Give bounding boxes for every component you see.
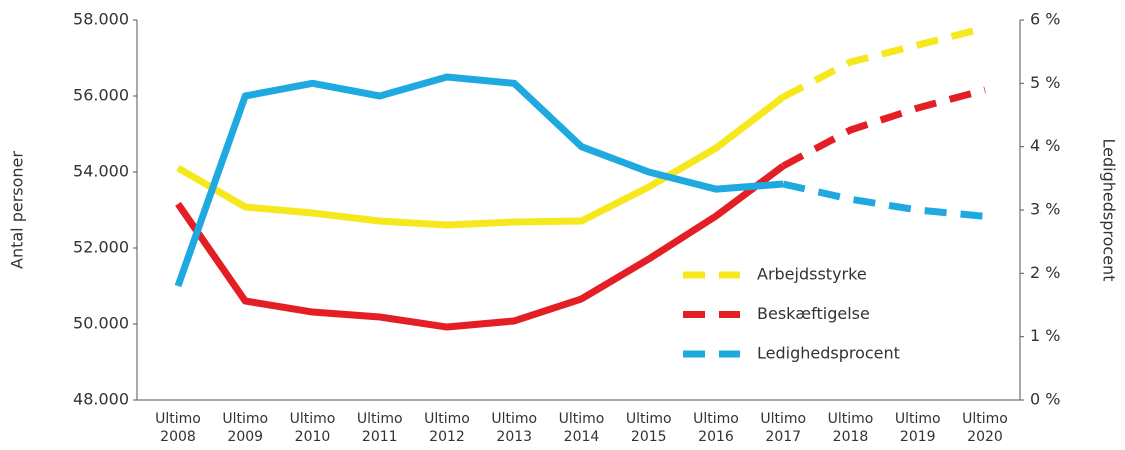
y-tick-label: 52.000: [73, 238, 129, 257]
x-tick-label: Ultimo 2012: [424, 411, 470, 445]
line-forecast: [781, 86, 986, 170]
x-tick-label: Ultimo 2015: [625, 411, 672, 445]
x-tick-label: Ultimo 2011: [356, 411, 403, 445]
line: [174, 73, 784, 288]
x-tick-label: Ultimo 2017: [760, 411, 807, 445]
x-tick-label: Ultimo 2014: [558, 411, 605, 445]
x-tick-label: Ultimo 2008: [155, 411, 201, 445]
y-tick-label: 48.000: [73, 390, 129, 409]
line: [175, 163, 786, 331]
x-tick-label: Ultimo 2018: [827, 411, 874, 445]
line-forecast: [781, 24, 986, 101]
legend-label: Beskæftigelse: [757, 304, 870, 323]
y-axis-title: Antal personer: [8, 151, 27, 269]
x-tick-label: Ultimo 2009: [222, 411, 269, 445]
legend-label: Arbejdsstyrke: [757, 265, 867, 284]
line-forecast: [782, 180, 986, 220]
y2-tick-label: 5 %: [1030, 73, 1060, 92]
y-tick-label: 58.000: [73, 10, 129, 29]
y-tick-label: 50.000: [73, 314, 129, 333]
x-tick-label: Ultimo 2013: [491, 411, 538, 445]
y2-tick-label: 6 %: [1030, 10, 1060, 29]
x-tick-label: Ultimo 2016: [693, 411, 739, 445]
y-tick-label: 56.000: [73, 86, 129, 105]
y2-tick-label: 0 %: [1030, 390, 1060, 409]
x-tick-label: Ultimo 2019: [894, 411, 941, 445]
line: [176, 94, 786, 229]
y2-tick-label: 2 %: [1030, 263, 1060, 282]
y2-tick-label: 1 %: [1030, 326, 1060, 345]
y2-axis-title: Ledighedsprocent: [1100, 139, 1119, 282]
x-tick-label: Ultimo 2020: [962, 411, 1008, 445]
x-tick-label: Ultimo 2010: [289, 411, 336, 445]
y-tick-label: 54.000: [73, 162, 129, 181]
y2-tick-label: 4 %: [1030, 136, 1060, 155]
y2-tick-label: 3 %: [1030, 200, 1060, 219]
legend-label: Ledighedsprocent: [757, 344, 900, 363]
